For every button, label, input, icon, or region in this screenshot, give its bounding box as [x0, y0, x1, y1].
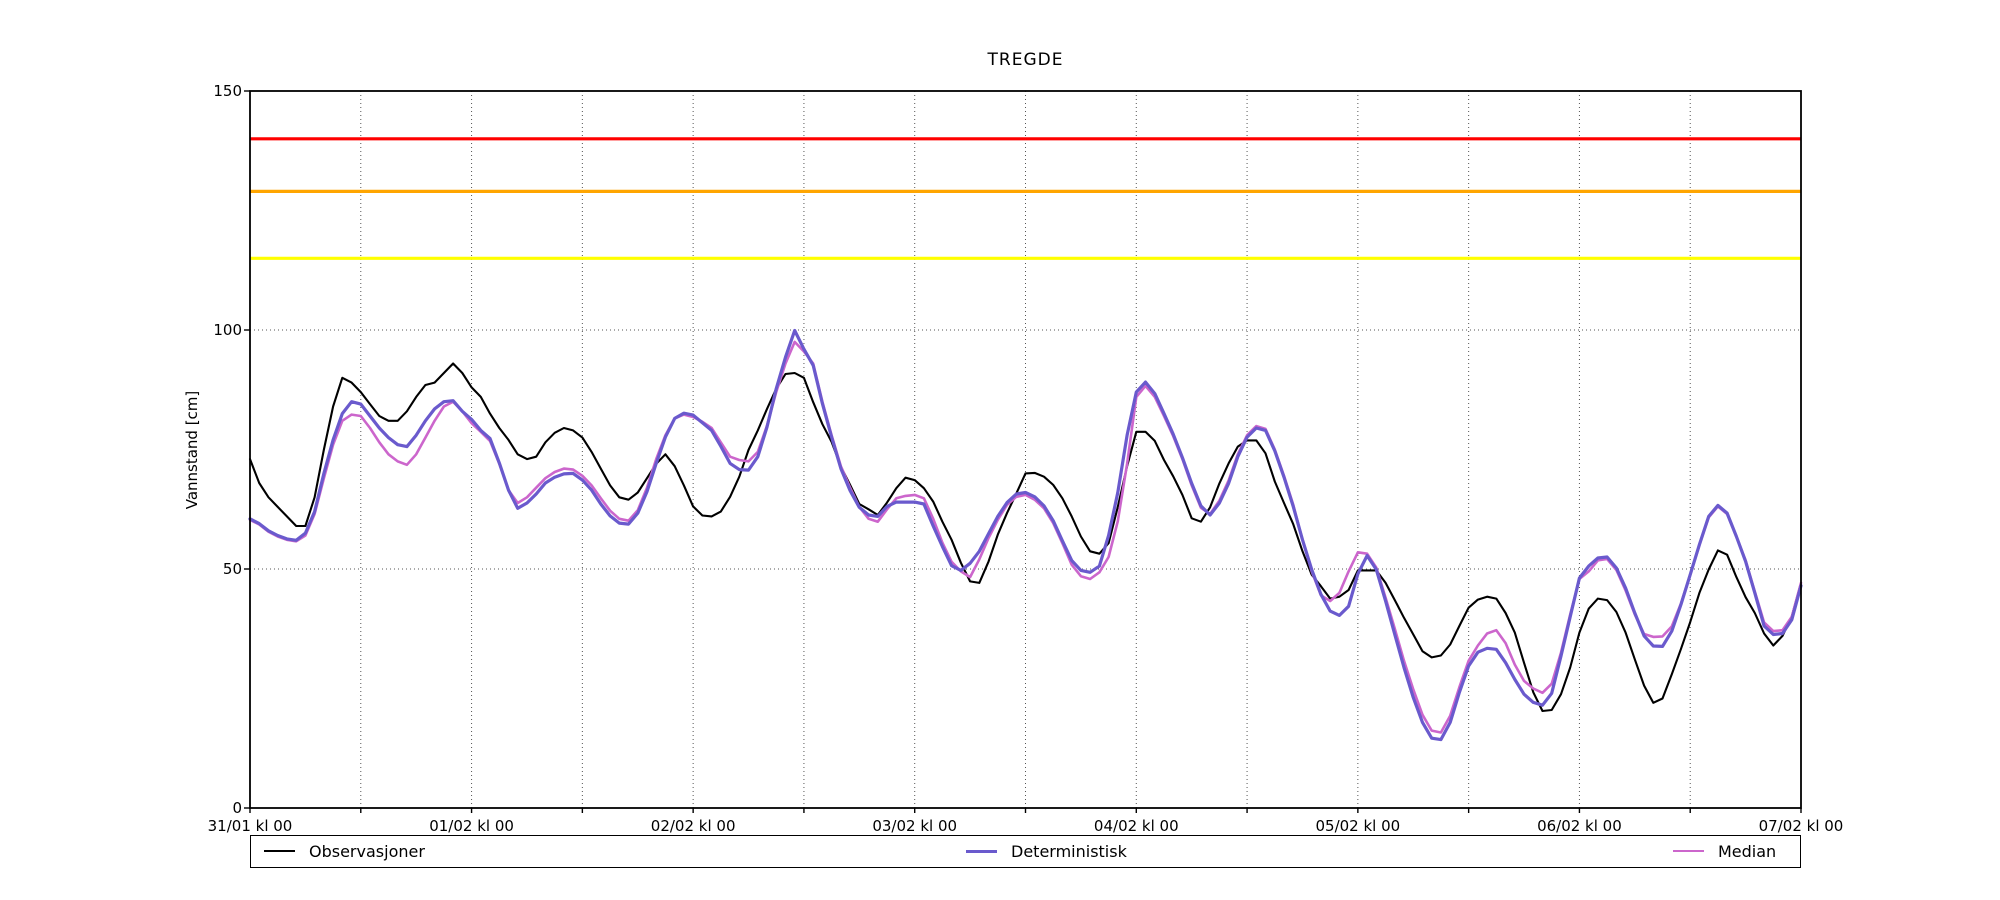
plot-border	[249, 90, 1802, 809]
x-tick-label: 05/02 kl 00	[1315, 817, 1401, 835]
observasjoner-line-sample	[264, 850, 295, 852]
x-tick-label: 06/02 kl 00	[1537, 817, 1622, 835]
y-tick-label: 0	[232, 799, 242, 817]
x-tick-label: 03/02 kl 00	[872, 817, 958, 835]
legend-entry-median: Median	[1673, 836, 1776, 866]
x-tick-label: 31/01 kl 00	[207, 817, 293, 835]
y-tick-label: 100	[213, 321, 242, 339]
series-line-deterministisk	[248, 328, 1803, 742]
legend-label: Deterministisk	[1011, 841, 1127, 861]
deterministisk-line-sample	[966, 849, 997, 853]
y-tick-label: 50	[222, 560, 242, 578]
x-tick-label: 07/02 kl 00	[1758, 817, 1844, 835]
legend-entry-deterministisk: Deterministisk	[966, 836, 1127, 866]
series-line-observasjoner	[248, 362, 1803, 713]
legend-label: Observasjoner	[309, 841, 425, 861]
x-tick-label: 02/02 kl 00	[650, 817, 736, 835]
median-line-sample	[1673, 850, 1704, 852]
x-tick-label: 01/02 kl 00	[429, 817, 514, 835]
chart-title: TREGDE	[987, 50, 1064, 70]
y-tick-label: 150	[213, 82, 242, 100]
legend-entry-observasjoner: Observasjoner	[264, 836, 425, 866]
legend-label: Median	[1718, 841, 1777, 861]
legend: Observasjoner Deterministisk Median	[250, 835, 1801, 868]
x-tick-label: 04/02 kl 00	[1093, 817, 1179, 835]
